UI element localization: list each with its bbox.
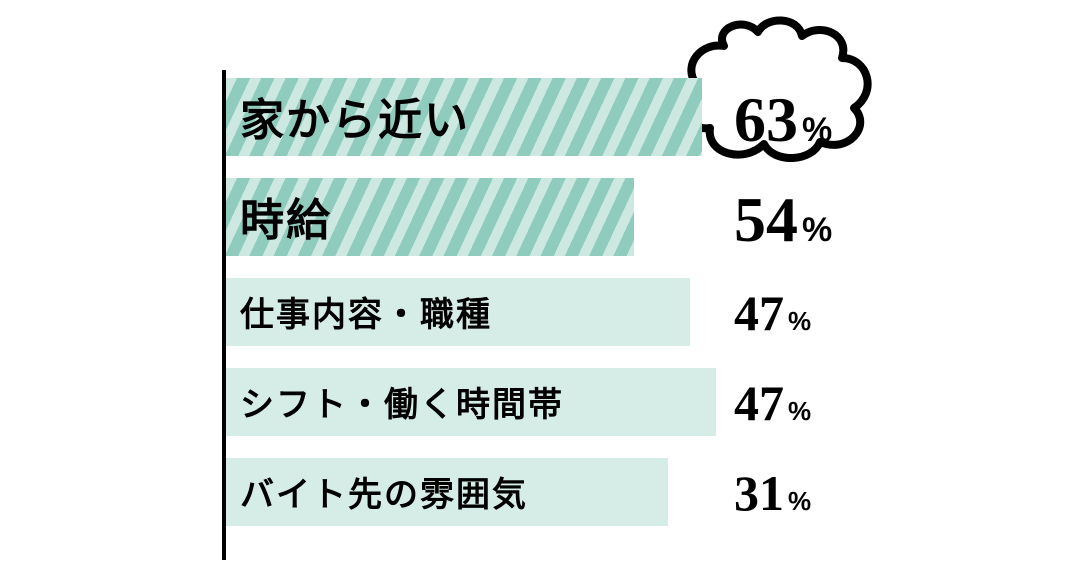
bar-value-number: 63 <box>734 88 798 152</box>
percent-symbol: % <box>802 111 832 150</box>
bar-row: シフト・働く時間帯 47 % <box>226 368 942 436</box>
bar-row: 仕事内容・職種 47 % <box>226 278 942 346</box>
bar-row: 時給 54 % <box>226 178 942 256</box>
bar-value: 31 % <box>734 468 811 518</box>
bar-label: バイト先の雰囲気 <box>240 467 528 516</box>
percent-symbol: % <box>788 396 811 427</box>
bar-label: 家から近い <box>240 84 470 148</box>
bar-label: 仕事内容・職種 <box>240 287 492 336</box>
bar-label: シフト・働く時間帯 <box>240 377 564 426</box>
bar-row: 家から近い 63 % <box>226 78 942 156</box>
chart-stage: 家から近い 63 % 時給 54 % 仕事内容・職種 47 % シフト・働く <box>222 20 942 560</box>
percent-symbol: % <box>802 211 832 250</box>
bar-value-number: 54 <box>734 188 798 252</box>
bar-value: 54 % <box>734 188 832 252</box>
bar-label: 時給 <box>240 184 332 248</box>
bar-value-number: 47 <box>734 378 784 428</box>
bar-value: 47 % <box>734 288 811 338</box>
bar-row: バイト先の雰囲気 31 % <box>226 458 942 526</box>
bar-value: 47 % <box>734 378 811 428</box>
bar-rows: 家から近い 63 % 時給 54 % 仕事内容・職種 47 % シフト・働く <box>226 78 942 548</box>
percent-symbol: % <box>788 486 811 517</box>
bar-value: 63 % <box>734 88 832 152</box>
bar-value-number: 31 <box>734 468 784 518</box>
percent-symbol: % <box>788 306 811 337</box>
bar-value-number: 47 <box>734 288 784 338</box>
